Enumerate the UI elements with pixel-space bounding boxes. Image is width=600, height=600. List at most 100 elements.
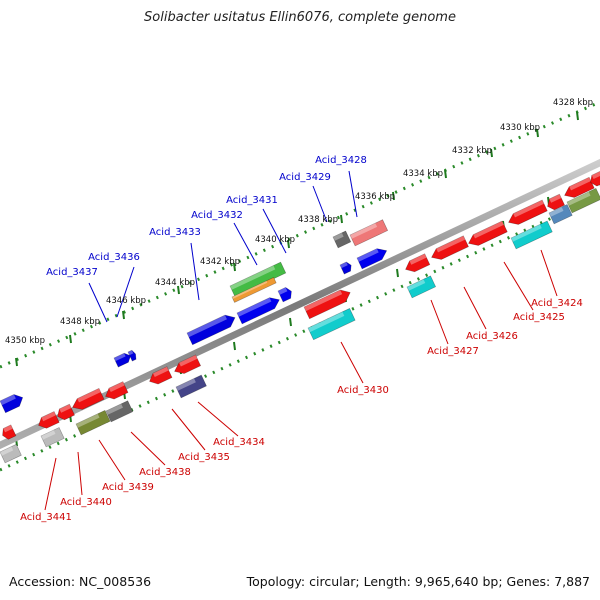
tick-mark bbox=[536, 128, 539, 138]
leader-line bbox=[98, 439, 126, 481]
gene-arrow bbox=[548, 204, 573, 225]
leader-line bbox=[44, 457, 57, 511]
kbp-tick-label: 4346 kbp bbox=[106, 296, 146, 306]
tick-mark bbox=[122, 310, 125, 320]
gene-arrow bbox=[431, 235, 469, 260]
upper-tick-track bbox=[0, 100, 600, 369]
tick-mark bbox=[233, 341, 236, 351]
leader-line bbox=[262, 208, 287, 254]
leader-line bbox=[116, 266, 135, 318]
leader-line bbox=[88, 282, 108, 323]
leader-line bbox=[348, 170, 358, 218]
gene-label: Acid_3425 bbox=[513, 312, 565, 323]
backbone-line bbox=[0, 158, 600, 450]
gene-arrow bbox=[38, 411, 60, 429]
leader-line bbox=[130, 431, 166, 466]
gene-arrow bbox=[277, 287, 292, 303]
gene-label: Acid_3441 bbox=[20, 512, 72, 523]
gene-label: Acid_3429 bbox=[279, 172, 331, 183]
kbp-tick-label: 4336 kbp bbox=[355, 192, 395, 202]
gene-arrow bbox=[510, 220, 553, 250]
gene-arrow bbox=[405, 253, 431, 273]
gene-label: Acid_3436 bbox=[88, 252, 140, 263]
gene-arrow bbox=[175, 374, 207, 399]
tick-mark bbox=[287, 239, 290, 249]
gene-arrow bbox=[566, 187, 600, 214]
gene-label: Acid_3435 bbox=[178, 452, 230, 463]
gene-arrow bbox=[105, 381, 129, 400]
gene-label: Acid_3430 bbox=[337, 385, 389, 396]
leader-line bbox=[197, 401, 239, 437]
leader-line bbox=[340, 341, 364, 384]
kbp-tick-label: 4328 kbp bbox=[553, 98, 593, 108]
gene-arrow bbox=[105, 400, 134, 423]
gene-label: Acid_3437 bbox=[46, 267, 98, 278]
gene-arrow bbox=[127, 349, 137, 362]
gene-arrow bbox=[229, 261, 287, 298]
gene-arrow bbox=[75, 409, 111, 436]
gene-arrow bbox=[508, 199, 548, 225]
tick-mark bbox=[15, 357, 18, 367]
gene-label: Acid_3428 bbox=[315, 155, 367, 166]
leader-line bbox=[312, 185, 328, 223]
gene-arrow bbox=[2, 424, 17, 440]
gene-arrow bbox=[307, 308, 356, 341]
kbp-tick-label: 4332 kbp bbox=[452, 146, 492, 156]
kbp-tick-label: 4350 kbp bbox=[5, 336, 45, 346]
kbp-tick-label: 4330 kbp bbox=[500, 123, 540, 133]
kbp-tick-label: 4338 kbp bbox=[298, 215, 338, 225]
kbp-tick-label: 4334 kbp bbox=[403, 169, 443, 179]
gene-arrow bbox=[113, 352, 131, 368]
map-title: Solibacter usitatus Ellin6076, complete … bbox=[144, 10, 456, 25]
leader-line bbox=[430, 299, 449, 345]
kbp-tick-label: 4348 kbp bbox=[60, 317, 100, 327]
leader-line bbox=[77, 451, 83, 496]
gene-arrow bbox=[468, 220, 508, 246]
gene-label: Acid_3440 bbox=[60, 497, 112, 508]
accession-text: Accession: NC_008536 bbox=[9, 574, 152, 589]
kbp-tick-label: 4340 kbp bbox=[255, 235, 295, 245]
gene-arrow bbox=[547, 193, 565, 211]
tick-mark bbox=[233, 262, 236, 272]
tick-mark bbox=[69, 334, 72, 344]
tick-mark bbox=[392, 191, 395, 201]
gene-arrow bbox=[149, 366, 173, 385]
gene-arrow bbox=[349, 219, 389, 247]
gene-arrow bbox=[72, 387, 105, 410]
gene-arrow bbox=[339, 261, 352, 275]
leader-line bbox=[233, 222, 258, 266]
gene-arrow bbox=[231, 277, 277, 303]
gene-label: Acid_3431 bbox=[226, 195, 278, 206]
kbp-tick-label: 4344 kbp bbox=[155, 278, 195, 288]
leader-line bbox=[463, 286, 487, 330]
tick-mark bbox=[576, 111, 579, 121]
gene-features bbox=[0, 170, 600, 464]
gene-label: Acid_3424 bbox=[531, 298, 583, 309]
genome-summary-text: Topology: circular; Length: 9,965,640 bp… bbox=[246, 574, 590, 589]
leader-line bbox=[503, 261, 534, 311]
gene-label: Acid_3439 bbox=[102, 482, 154, 493]
tick-mark bbox=[289, 317, 292, 327]
gene-arrow bbox=[40, 427, 65, 448]
gene-label: Acid_3426 bbox=[466, 331, 518, 342]
label-leaders bbox=[44, 170, 558, 511]
gene-arrow bbox=[406, 275, 437, 299]
leader-line bbox=[190, 242, 200, 301]
gene-arrow bbox=[0, 443, 22, 464]
gene-label: Acid_3434 bbox=[213, 437, 265, 448]
tick-mark bbox=[177, 285, 180, 295]
gene-arrow bbox=[236, 297, 280, 325]
tick-mark bbox=[396, 268, 399, 278]
gene-label: Acid_3433 bbox=[149, 227, 201, 238]
tick-mark bbox=[444, 169, 447, 179]
gene-arrow bbox=[564, 176, 595, 198]
gene-arrow bbox=[0, 394, 24, 414]
gene-arrow bbox=[356, 248, 388, 270]
gene-label: Acid_3432 bbox=[191, 210, 243, 221]
gene-arrow bbox=[332, 230, 352, 249]
gene-arrow bbox=[57, 403, 75, 421]
tick-mark bbox=[490, 148, 493, 158]
tick-mark bbox=[340, 214, 343, 224]
leader-line bbox=[540, 249, 558, 297]
